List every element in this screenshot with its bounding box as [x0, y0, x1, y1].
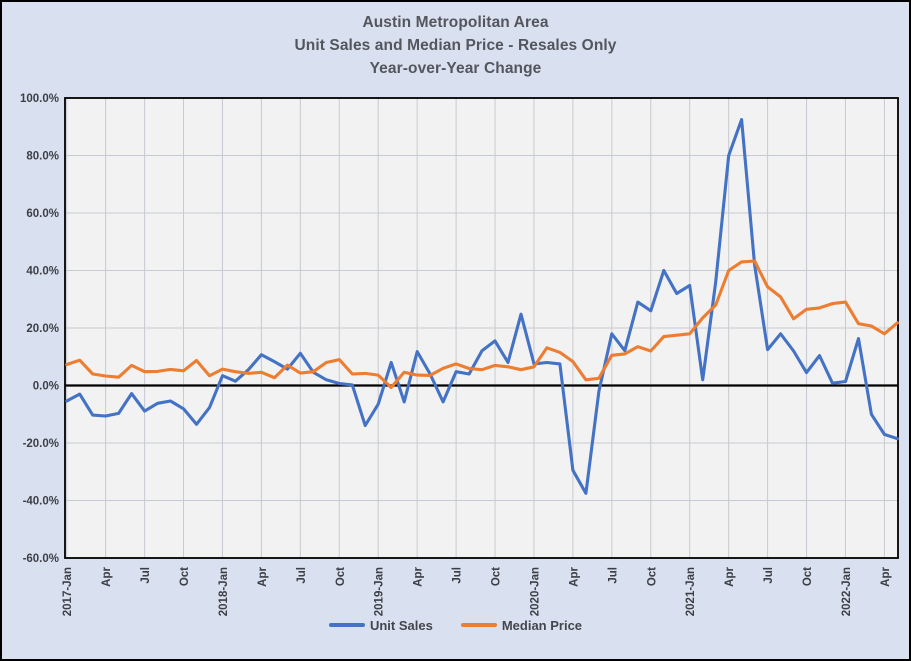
x-axis-tick-label: Oct — [335, 567, 347, 586]
x-axis-tick-label: 2021-Jan — [685, 567, 697, 616]
x-axis-tick-label: Oct — [802, 567, 814, 586]
x-axis-tick-label: 2022-Jan — [841, 567, 853, 616]
y-axis-tick-label: 0.0% — [33, 381, 59, 393]
y-axis-tick-label: 80.0% — [26, 151, 59, 163]
chart-title-line-3: Year-over-Year Change — [369, 60, 542, 77]
legend-item-median-price: Median Price — [460, 617, 583, 633]
legend-item-unit-sales: Unit Sales — [328, 617, 433, 633]
x-axis-tick-label: Jul — [452, 567, 464, 584]
unit-sales-line — [65, 118, 899, 495]
x-axis-tick-label: Oct — [179, 567, 191, 586]
x-axis-tick-label: Apr — [568, 566, 580, 586]
median-price-line — [65, 259, 899, 390]
legend: Unit Sales Median Price — [2, 615, 909, 635]
x-axis-tick-label: Jul — [763, 567, 775, 584]
x-axis-tick-label: Jul — [140, 567, 152, 584]
chart-title-line-1: Austin Metropolitan Area — [362, 14, 549, 31]
x-axis-tick-label: Apr — [413, 566, 425, 586]
x-axis-tick-label: 2019-Jan — [374, 567, 386, 616]
chart-title-line-2: Unit Sales and Median Price - Resales On… — [294, 37, 617, 54]
x-axis-tick-label: Oct — [646, 567, 658, 586]
y-axis-tick-label: 60.0% — [26, 208, 59, 220]
plot-border — [64, 97, 899, 559]
x-axis-tick-label: 2020-Jan — [529, 567, 541, 616]
y-axis-tick-label: 40.0% — [26, 266, 59, 278]
y-axis-tick-label: 100.0% — [20, 93, 59, 105]
unit-sales-line-swatch — [328, 623, 365, 627]
x-axis-tick-label: 2018-Jan — [218, 567, 230, 616]
x-axis-tick-label: Apr — [724, 566, 736, 586]
x-axis-tick-label: Jul — [607, 567, 619, 584]
x-axis-tick-label: 2017-Jan — [62, 567, 74, 616]
median-price-legend-label: Median Price — [501, 617, 583, 633]
y-axis-tick-label: 20.0% — [26, 323, 59, 335]
median-price-line-swatch — [460, 623, 497, 627]
x-axis-tick-label: Oct — [491, 567, 503, 586]
x-axis-tick-label: Apr — [101, 566, 113, 586]
unit-sales-legend-label: Unit Sales — [369, 617, 433, 633]
y-axis-tick-label: -20.0% — [23, 438, 59, 450]
x-axis-tick-label: Apr — [880, 566, 892, 586]
y-axis-tick-label: -60.0% — [23, 553, 59, 565]
y-axis-tick-label: -40.0% — [23, 496, 59, 508]
x-axis-tick-label: Jul — [296, 567, 308, 584]
chart-title: Austin Metropolitan Area Unit Sales and … — [2, 11, 909, 80]
x-axis-tick-label: Apr — [257, 566, 269, 586]
